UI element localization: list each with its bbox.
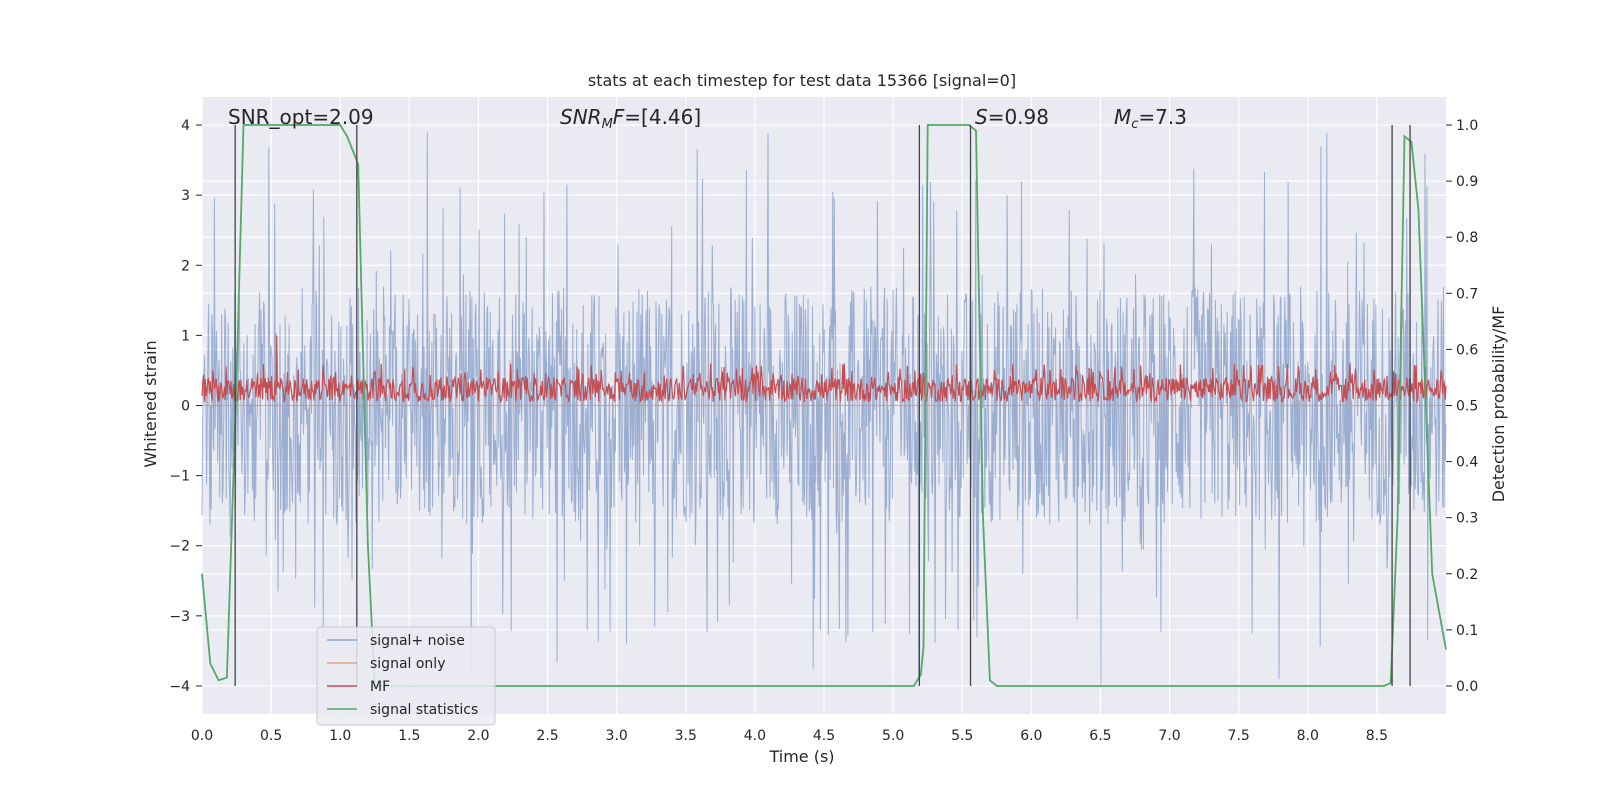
y2-tick-label: 0.7: [1456, 286, 1478, 302]
y-tick-label: 3: [181, 188, 190, 204]
legend-box: [316, 626, 496, 726]
y2-tick-label: 1.0: [1456, 118, 1478, 134]
y2-tick-label: 0.6: [1456, 342, 1478, 358]
series-signal-statistics-line: [201, 124, 1447, 687]
legend-label-signal-noise: signal+ noise: [370, 633, 465, 649]
x-tick-label: 1.0: [329, 728, 351, 744]
x-tick-label: 2.0: [467, 728, 489, 744]
x-tick-label: 6.0: [1020, 728, 1042, 744]
x-tick-label: 3.0: [606, 728, 628, 744]
y2-tick-label: 0.1: [1456, 623, 1478, 639]
y-tick-label: 4: [181, 118, 190, 134]
y2-tick-label: 0.0: [1456, 679, 1478, 695]
legend-label-signal-statistics: signal statistics: [370, 702, 478, 718]
x-tick-label: 2.5: [536, 728, 558, 744]
y2-tick-label: 0.3: [1456, 511, 1478, 527]
y-tick-label: 0: [181, 399, 190, 415]
x-tick-label: 7.5: [1228, 728, 1250, 744]
y-tick-label: 2: [181, 258, 190, 274]
x-axis-label: Time (s): [768, 747, 834, 766]
annotation-snr-opt: SNR_opt=2.09: [228, 105, 374, 129]
legend-label-signal-only: signal only: [370, 656, 445, 672]
x-tick-label: 0.0: [191, 728, 213, 744]
y2-tick-label: 0.4: [1456, 455, 1478, 471]
series-signal-noise-line: [201, 132, 1447, 685]
annotation-chirp-mass: Mc=7.3: [1114, 105, 1187, 132]
y-tick-label: 1: [181, 328, 190, 344]
x-tick-label: 6.5: [1089, 728, 1111, 744]
x-tick-label: 5.5: [951, 728, 973, 744]
x-tick-label: 7.0: [1158, 728, 1180, 744]
y2-tick-label: 0.9: [1456, 174, 1478, 190]
x-tick-label: 5.0: [882, 728, 904, 744]
y-tick-label: −1: [169, 469, 190, 485]
legend: signal+ noise signal only MF signal stat…: [316, 626, 496, 726]
y-tick-label: −2: [169, 539, 190, 555]
x-tick-label: 0.5: [260, 728, 282, 744]
annotation-s-stat: S=0.98: [975, 105, 1049, 129]
x-tick-label: 1.5: [398, 728, 420, 744]
y2-axis-label: Detection probability/MF: [1489, 306, 1508, 503]
legend-label-mf: MF: [370, 679, 390, 695]
x-tick-label: 4.5: [813, 728, 835, 744]
series-mf-line: [201, 335, 1447, 404]
chart-title: stats at each timestep for test data 153…: [588, 71, 1016, 90]
annotation-snr-mf: SNRMF=[4.46]: [560, 105, 701, 132]
y-tick-label: −3: [169, 609, 190, 625]
x-tick-label: 8.0: [1297, 728, 1319, 744]
y-tick-label: −4: [169, 679, 190, 695]
x-tick-label: 3.5: [675, 728, 697, 744]
y-axis-label: Whitened strain: [141, 340, 160, 467]
y2-tick-label: 0.8: [1456, 230, 1478, 246]
y2-tick-label: 0.2: [1456, 567, 1478, 583]
y2-tick-label: 0.5: [1456, 399, 1478, 415]
x-tick-label: 4.0: [744, 728, 766, 744]
x-tick-label: 8.5: [1366, 728, 1388, 744]
